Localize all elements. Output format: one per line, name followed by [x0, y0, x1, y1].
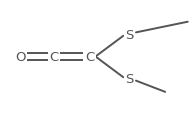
- Text: S: S: [125, 28, 134, 41]
- Text: S: S: [125, 73, 134, 86]
- Text: C: C: [49, 51, 59, 63]
- Text: C: C: [85, 51, 95, 63]
- Text: O: O: [15, 51, 25, 63]
